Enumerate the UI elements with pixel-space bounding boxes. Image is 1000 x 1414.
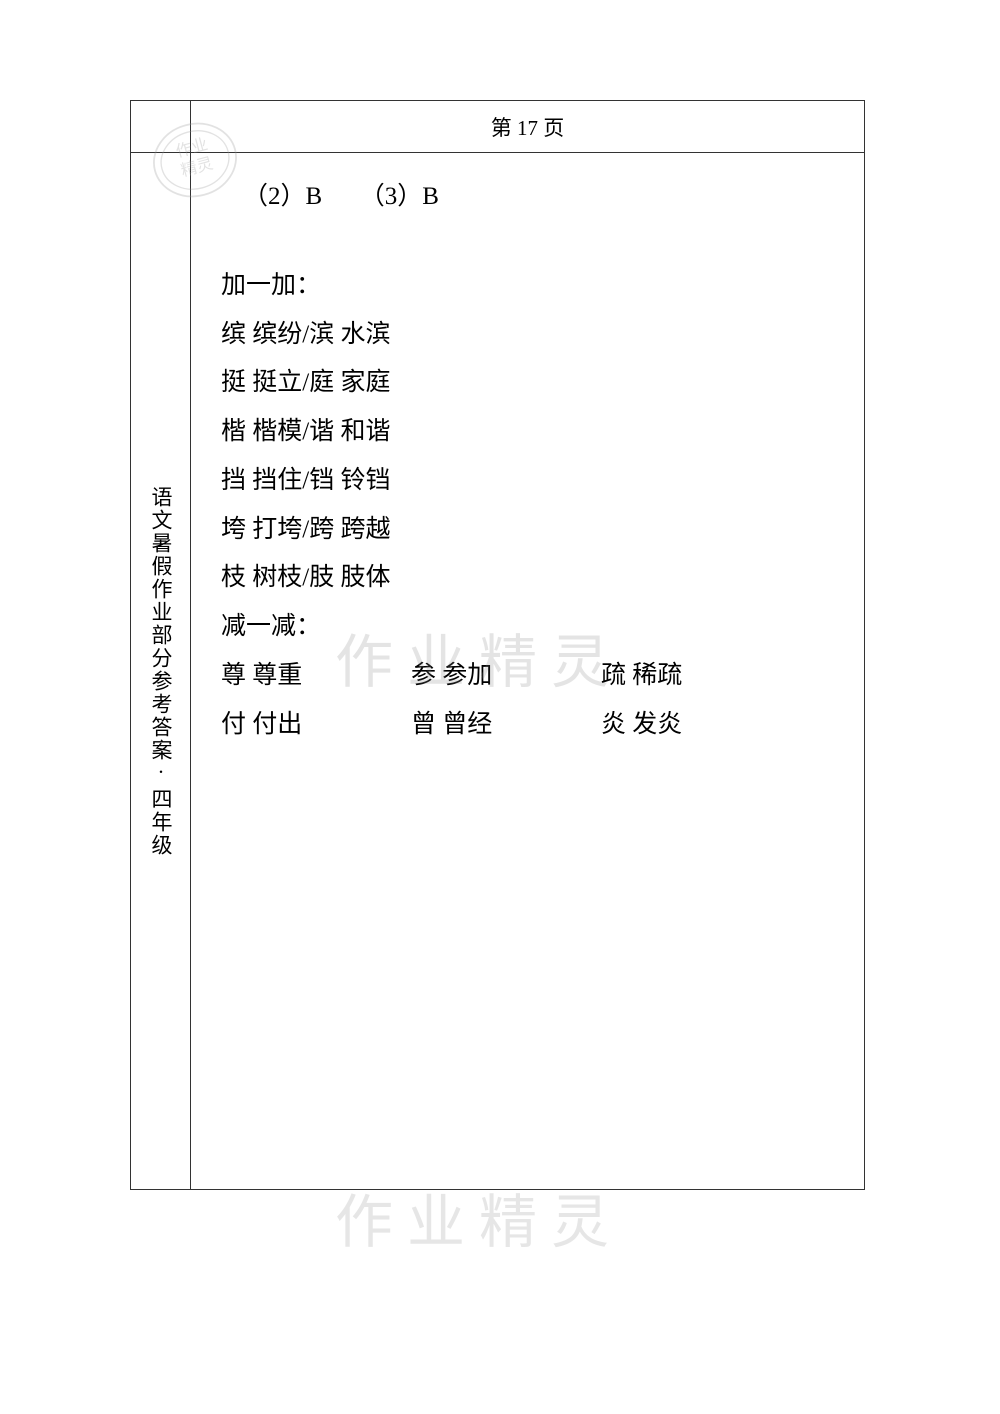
sub-section: 减一减： 尊 尊重 参 参加 疏 稀疏 付 付出 曾 曾经 炎 发炎 — [221, 603, 844, 749]
sub-r2-c2: 曾 曾经 — [411, 701, 601, 750]
add-line-6: 枝 树枝/肢 肢体 — [221, 554, 844, 603]
page-frame: 第 17 页 语文暑假作业部分参考答案·四年级 （2）B （3）B 加一加： 缤… — [130, 100, 865, 1190]
add-line-1: 缤 缤纷/滨 水滨 — [221, 311, 844, 360]
body-row: 语文暑假作业部分参考答案·四年级 （2）B （3）B 加一加： 缤 缤纷/滨 水… — [131, 153, 864, 1189]
add-line-4: 挡 挡住/铛 铃铛 — [221, 457, 844, 506]
sub-r2-c1: 付 付出 — [221, 701, 411, 750]
add-line-5: 垮 打垮/跨 跨越 — [221, 506, 844, 555]
header-row: 第 17 页 — [131, 101, 864, 153]
answer-2: （2）B — [243, 183, 322, 210]
sub-r2-c3: 炎 发炎 — [601, 701, 791, 750]
sub-title: 减一减： — [221, 603, 844, 652]
page-number: 第 17 页 — [191, 101, 864, 152]
sub-r1-c1: 尊 尊重 — [221, 652, 411, 701]
sidebar: 语文暑假作业部分参考答案·四年级 — [131, 153, 191, 1189]
content-area: （2）B （3）B 加一加： 缤 缤纷/滨 水滨 挺 挺立/庭 家庭 楷 楷模/… — [191, 153, 864, 1189]
answer-row: （2）B （3）B — [221, 173, 844, 222]
add-line-2: 挺 挺立/庭 家庭 — [221, 359, 844, 408]
header-left-cell — [131, 101, 191, 152]
answer-3: （3）B — [360, 183, 439, 210]
sub-row-1: 尊 尊重 参 参加 疏 稀疏 — [221, 652, 844, 701]
sidebar-dot: · — [150, 760, 171, 786]
add-title: 加一加： — [221, 262, 844, 311]
sub-r1-c2: 参 参加 — [411, 652, 601, 701]
add-line-3: 楷 楷模/谐 和谐 — [221, 408, 844, 457]
sidebar-title-main: 语文暑假作业部分参考答案 — [149, 486, 173, 762]
sub-row-2: 付 付出 曾 曾经 炎 发炎 — [221, 701, 844, 750]
add-section: 加一加： 缤 缤纷/滨 水滨 挺 挺立/庭 家庭 楷 楷模/谐 和谐 挡 挡住/… — [221, 262, 844, 603]
sidebar-grade: 四年级 — [149, 788, 173, 857]
sidebar-title: 语文暑假作业部分参考答案·四年级 — [150, 486, 171, 857]
sub-r1-c3: 疏 稀疏 — [601, 652, 791, 701]
